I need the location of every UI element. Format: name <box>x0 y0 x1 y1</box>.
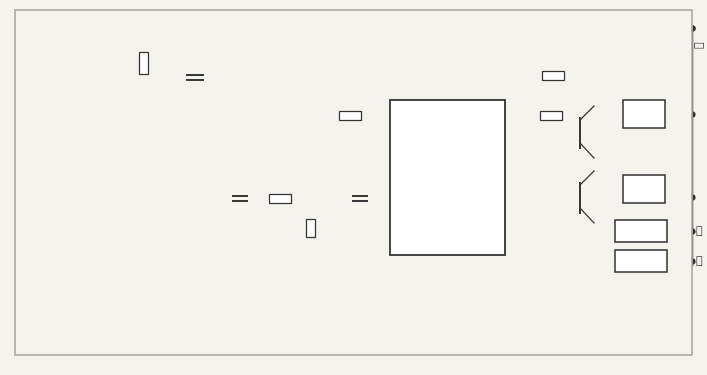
Text: 330kΩ: 330kΩ <box>154 66 185 76</box>
Bar <box>542 70 564 80</box>
Text: J2: J2 <box>639 109 648 119</box>
Text: 1: 1 <box>525 111 531 120</box>
Bar <box>139 52 148 74</box>
Text: 12: 12 <box>358 153 370 162</box>
Text: 9: 9 <box>364 216 370 225</box>
Text: 11: 11 <box>358 174 370 183</box>
Text: 1W: 1W <box>320 227 336 237</box>
Text: 14: 14 <box>358 111 370 120</box>
Bar <box>615 250 667 272</box>
Text: C9014x2: C9014x2 <box>542 228 585 238</box>
Text: 5: 5 <box>525 195 531 204</box>
Text: 白: 白 <box>695 226 701 236</box>
Text: 1.1kΩ: 1.1kΩ <box>320 218 349 228</box>
Text: 2: 2 <box>525 132 531 141</box>
Text: Q2: Q2 <box>596 128 610 138</box>
Bar <box>623 175 665 203</box>
Text: K: K <box>40 13 47 23</box>
Text: R1: R1 <box>154 57 167 67</box>
Text: 蓝: 蓝 <box>695 42 705 48</box>
Text: 47μF/25Vx2: 47μF/25Vx2 <box>218 272 276 282</box>
Text: 10: 10 <box>358 195 370 204</box>
Text: 105: 105 <box>205 72 223 82</box>
Text: 6: 6 <box>525 216 531 225</box>
Bar <box>269 194 291 202</box>
Text: 64Ω/1W: 64Ω/1W <box>262 190 300 200</box>
Text: 红: 红 <box>148 16 156 26</box>
Text: +: + <box>362 191 371 201</box>
Text: IC1  TC40138P: IC1 TC40138P <box>409 87 486 97</box>
Text: 13: 13 <box>358 132 370 141</box>
Text: DC12V: DC12V <box>627 130 660 140</box>
Text: 1N4741A: 1N4741A <box>295 272 340 282</box>
Text: R3: R3 <box>262 181 275 191</box>
Bar <box>615 220 667 242</box>
Text: D1～D4: D1～D4 <box>20 190 53 200</box>
Bar <box>305 219 315 237</box>
Text: 250V: 250V <box>205 81 230 91</box>
Text: J-2: J-2 <box>635 256 647 266</box>
Text: 黑: 黑 <box>65 272 71 282</box>
Text: R6: R6 <box>490 58 503 68</box>
Text: 7: 7 <box>525 237 531 246</box>
Text: Q1: Q1 <box>596 193 609 203</box>
Bar <box>339 111 361 120</box>
Text: AC220V: AC220V <box>20 158 62 168</box>
Text: 广电电器网: 广电电器网 <box>500 340 530 350</box>
Text: 18kΩx2: 18kΩx2 <box>490 67 527 77</box>
Text: J-1: J-1 <box>635 226 647 236</box>
Text: C1: C1 <box>205 63 218 73</box>
Text: DC12V: DC12V <box>627 205 660 215</box>
Text: 1N4007x4: 1N4007x4 <box>20 200 70 210</box>
Bar <box>623 100 665 128</box>
Text: 黄: 黄 <box>695 256 701 266</box>
Text: VD1: VD1 <box>320 248 340 258</box>
Text: 3: 3 <box>525 153 531 162</box>
Text: +: + <box>249 185 258 195</box>
Text: 8: 8 <box>364 237 370 246</box>
Bar <box>540 111 562 120</box>
Text: 4: 4 <box>525 174 531 183</box>
Text: J1: J1 <box>640 184 648 194</box>
Bar <box>390 100 505 255</box>
Text: www.go-gddq.com: www.go-gddq.com <box>545 340 635 350</box>
Text: R2  68kΩ: R2 68kΩ <box>300 100 344 110</box>
Text: R5: R5 <box>533 100 546 110</box>
Text: C3: C3 <box>365 183 378 193</box>
